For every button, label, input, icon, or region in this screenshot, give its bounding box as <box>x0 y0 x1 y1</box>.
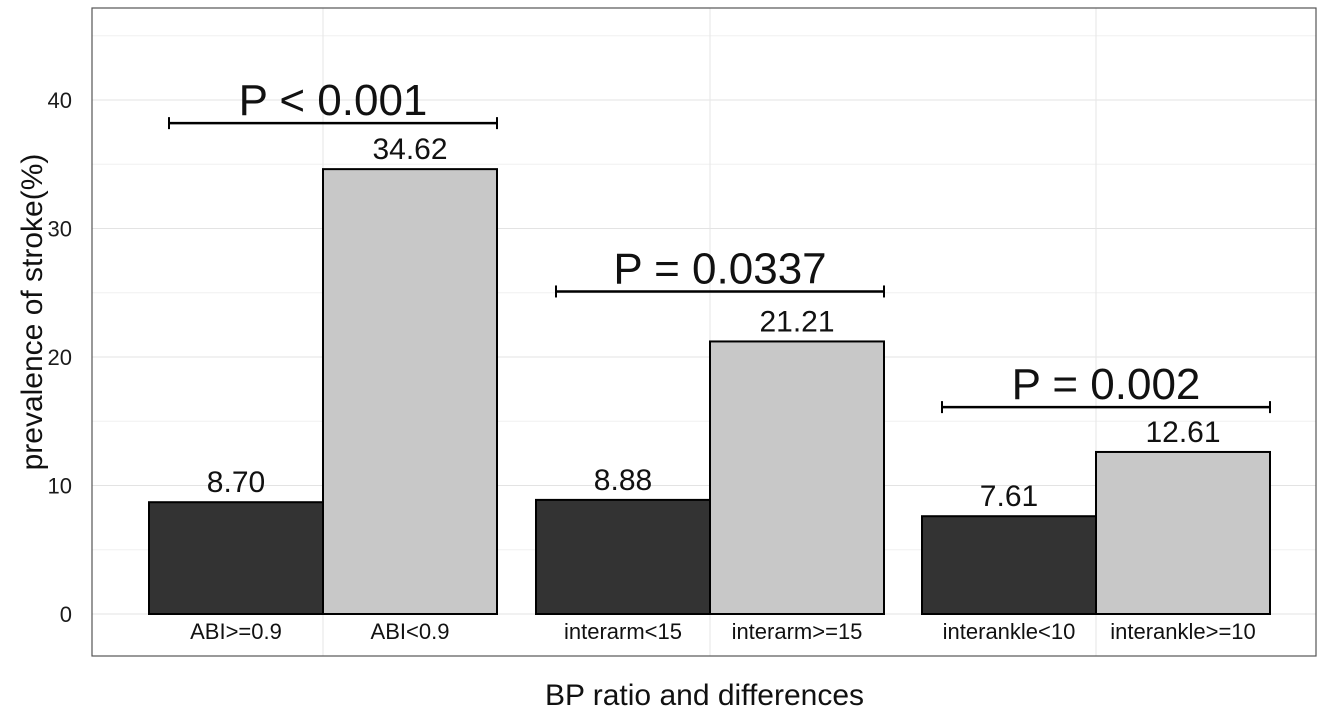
y-tick-label: 0 <box>60 602 72 627</box>
category-label: interankle<10 <box>943 619 1076 644</box>
bar-layer <box>148 168 1271 615</box>
bar <box>322 168 498 615</box>
category-label: ABI<0.9 <box>371 619 450 644</box>
category-label: interankle>=10 <box>1110 619 1256 644</box>
x-axis-title: BP ratio and differences <box>545 679 864 712</box>
value-label: 34.62 <box>372 133 447 166</box>
y-axis-title: prevalence of stroke(%) <box>16 154 49 471</box>
label-layer: 8.70 ABI>=0.9 34.62 ABI<0.9 P < 0.001 8.88 int… <box>168 76 1271 644</box>
axis-layer: 0 10 20 30 40 BP ratio and differences prevale… <box>16 7 1317 712</box>
y-tick-label: 10 <box>48 474 72 499</box>
category-label: interarm>=15 <box>732 619 863 644</box>
y-tick-label: 40 <box>48 88 72 113</box>
p-value-label: P = 0.0337 <box>613 244 826 293</box>
category-label: interarm<15 <box>564 619 682 644</box>
plot-panel <box>91 7 1317 657</box>
value-label: 8.88 <box>594 464 652 497</box>
bar <box>921 515 1097 615</box>
y-tick-label: 20 <box>48 345 72 370</box>
bar <box>709 340 885 615</box>
category-label: ABI>=0.9 <box>190 619 282 644</box>
y-tick-label: 30 <box>48 217 72 242</box>
p-value-label: P < 0.001 <box>239 76 428 125</box>
value-label: 12.61 <box>1145 416 1220 449</box>
p-value-label: P = 0.002 <box>1012 360 1201 409</box>
bar <box>1095 450 1271 615</box>
value-label: 8.70 <box>207 466 265 499</box>
bar <box>148 501 324 615</box>
value-label: 21.21 <box>759 305 834 338</box>
bar <box>535 498 711 615</box>
value-label: 7.61 <box>980 480 1038 513</box>
